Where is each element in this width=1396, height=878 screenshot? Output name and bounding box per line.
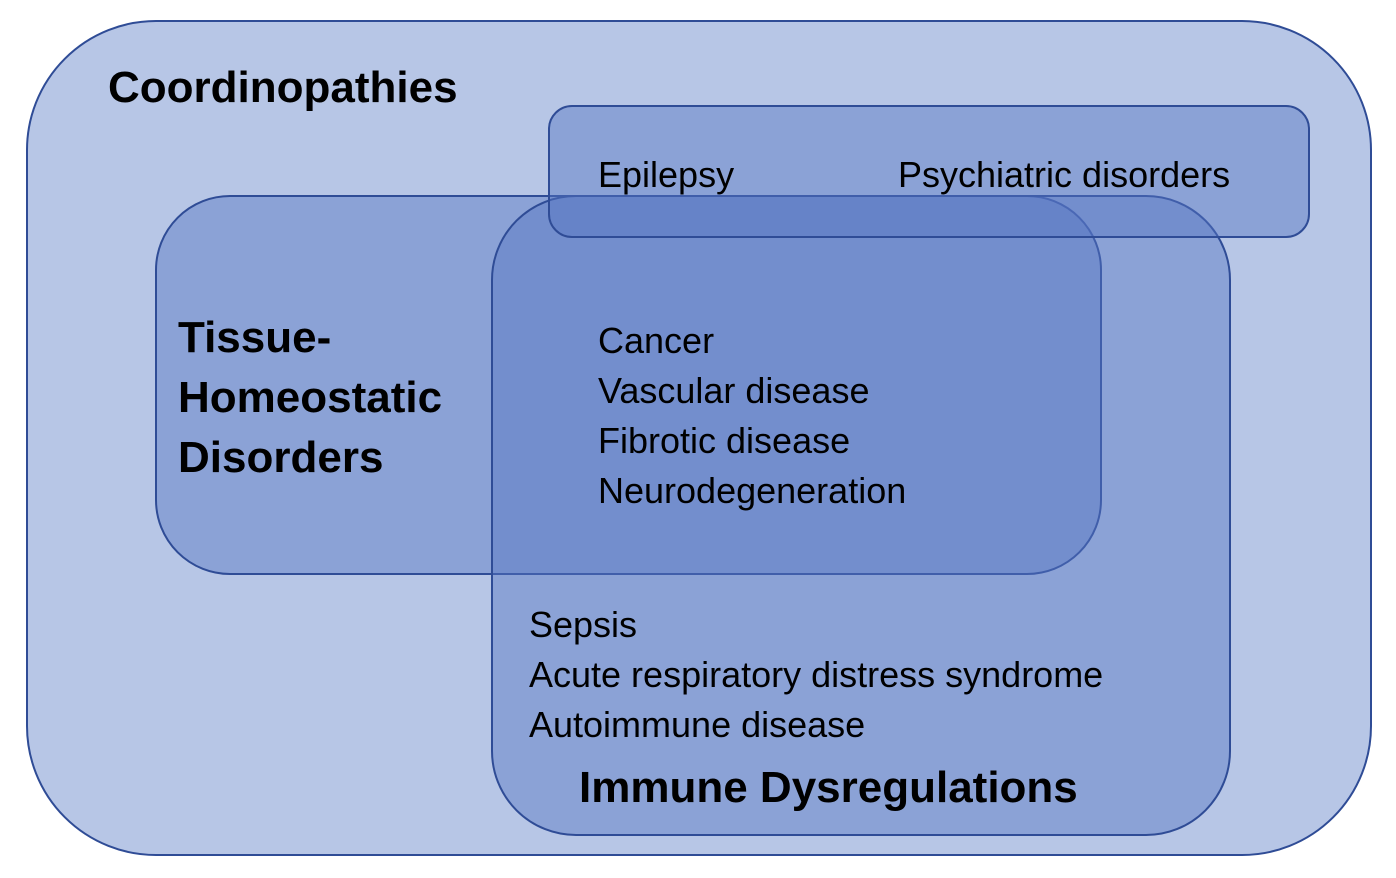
epilepsy-psychiatric-region [548,105,1310,238]
coordinopathies-region [26,20,1372,856]
coordinopathies-title: Coordinopathies [108,63,458,112]
list-item: Autoimmune disease [529,704,866,745]
list-item: Vascular disease [598,370,870,411]
immune-dysregulations-region [491,195,1231,836]
tissue-homeostatic-region [155,195,1102,575]
psychiatric-disorders-label: Psychiatric disorders [898,154,1231,195]
list-item: Neurodegeneration [598,470,907,511]
immune-disease-list: Sepsis Acute respiratory distress syndro… [529,600,1103,750]
tissue-homeostatic-title: Tissue- Homeostatic Disorders [178,313,443,482]
immune-dysregulations-title: Immune Dysregulations [579,763,1078,812]
list-item: Acute respiratory distress syndrome [529,654,1104,695]
list-item: Fibrotic disease [598,420,851,461]
list-item: Cancer [598,320,715,361]
overlap-disease-list: Cancer Vascular disease Fibrotic disease… [598,316,906,516]
epilepsy-label: Epilepsy [598,154,735,195]
list-item: Sepsis [529,604,638,645]
